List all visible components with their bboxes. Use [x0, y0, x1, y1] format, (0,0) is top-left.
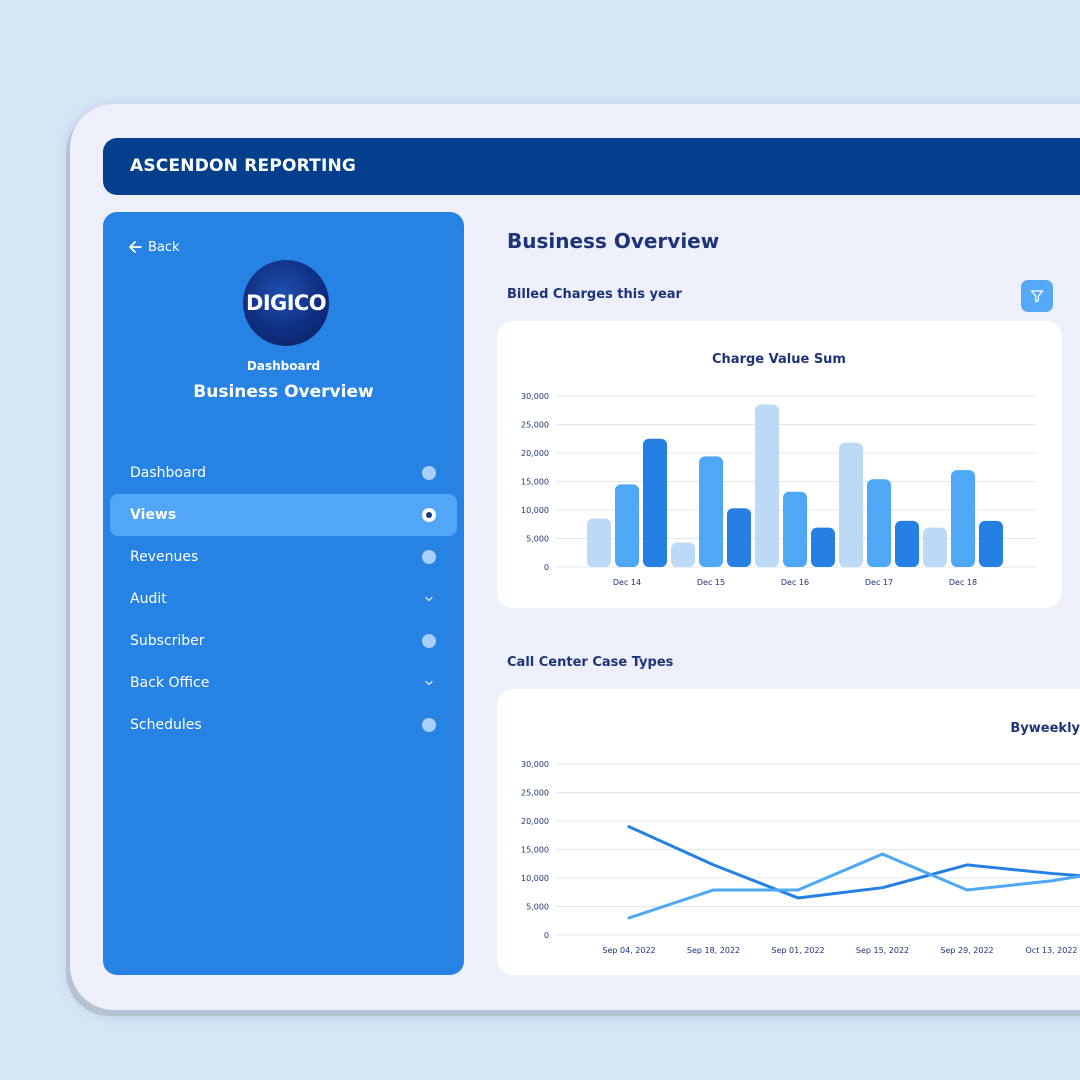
sidebar-item-revenues[interactable]: Revenues: [110, 536, 457, 578]
line-chart: Byweekly 0 5,000 10,000 15,000 20,000 25,000 30…: [521, 721, 1080, 955]
y-tick-label: 15,000: [521, 478, 549, 487]
x-tick-label: Dec 18: [949, 578, 977, 587]
sidebar-title: Business Overview: [193, 382, 374, 402]
bar: [895, 520, 919, 567]
sidebar-item-views[interactable]: Views: [110, 494, 457, 536]
filter-icon: [1030, 290, 1044, 303]
bar: [587, 518, 611, 567]
section-title-billed-charges: Billed Charges this year: [507, 287, 682, 302]
bar: [867, 479, 891, 567]
y-tick-label: 20,000: [521, 817, 549, 826]
bar: [979, 520, 1003, 567]
digico-logo: DIGICO: [243, 260, 329, 346]
bar-chart-card: Charge Value Sum 0 5,000 10,000 15,000 20,000…: [497, 321, 1062, 608]
sidebar-item-label: Audit: [130, 591, 167, 607]
x-tick-label: Dec 14: [613, 578, 641, 587]
line-chart-card: Byweekly 0 5,000 10,000 15,000 20,000 25,000 30…: [497, 689, 1080, 975]
bar: [951, 470, 975, 567]
bar: [727, 508, 751, 567]
chevron-down-icon: [425, 680, 433, 686]
status-dot-icon: [422, 466, 436, 480]
y-tick-label: 5,000: [526, 903, 549, 912]
top-header-bar: ASCENDON REPORTING: [103, 138, 1080, 195]
x-tick-label: Sep 15, 2022: [856, 946, 909, 955]
status-dot-icon: [422, 718, 436, 732]
bar: [783, 491, 807, 567]
status-dot-icon: [422, 634, 436, 648]
y-tick-label: 25,000: [521, 789, 549, 798]
x-tick-label: Sep 01, 2022: [771, 946, 824, 955]
x-tick-label: Sep 18, 2022: [687, 946, 740, 955]
status-dot-icon: [422, 550, 436, 564]
page-title: Business Overview: [507, 229, 720, 253]
sidebar-item-label: Back Office: [130, 675, 210, 691]
sidebar: Back DIGICO Dashboard Business Overview …: [103, 212, 464, 975]
x-tick-label: Dec 15: [697, 578, 725, 587]
bar: [811, 527, 835, 567]
filter-button[interactable]: [1021, 280, 1053, 312]
y-tick-label: 30,000: [521, 760, 549, 769]
app-title: ASCENDON REPORTING: [130, 156, 357, 176]
y-tick-label: 20,000: [521, 449, 549, 458]
back-label: Back: [148, 239, 180, 255]
x-tick-label: Sep 04, 2022: [602, 946, 655, 955]
bar: [671, 542, 695, 567]
bar: [755, 404, 779, 567]
y-tick-label: 0: [544, 563, 549, 572]
x-tick-label: Oct 13, 2022: [1026, 946, 1078, 955]
sidebar-item-label: Dashboard: [130, 465, 206, 481]
x-tick-label: Dec 17: [865, 578, 893, 587]
sidebar-item-label: Subscriber: [130, 633, 205, 649]
bar: [615, 484, 639, 567]
logo-text: DIGICO: [246, 291, 327, 315]
sidebar-item-label: Schedules: [130, 717, 202, 733]
bar: [699, 456, 723, 567]
series-line: [627, 825, 1080, 900]
x-tick-label: Dec 16: [781, 578, 809, 587]
bar: [923, 527, 947, 567]
arrow-left-icon: [129, 241, 142, 253]
chevron-down-icon: [425, 596, 433, 602]
y-tick-label: 0: [544, 931, 549, 940]
bar-chart: Charge Value Sum 0 5,000 10,000 15,000 20,000…: [521, 352, 1036, 587]
bar: [643, 438, 667, 567]
y-tick-label: 25,000: [521, 421, 549, 430]
chart-title: Charge Value Sum: [712, 352, 846, 367]
sidebar-item-audit[interactable]: Audit: [110, 578, 457, 620]
back-button[interactable]: Back: [128, 238, 180, 256]
sidebar-subtitle: Dashboard: [246, 359, 321, 373]
sidebar-item-label: Views: [130, 507, 177, 523]
section-title-call-center: Call Center Case Types: [507, 655, 674, 670]
y-tick-label: 30,000: [521, 392, 549, 401]
series-line: [627, 852, 1080, 920]
y-tick-label: 5,000: [526, 535, 549, 544]
sidebar-item-back-office[interactable]: Back Office: [110, 662, 457, 704]
sidebar-item-label: Revenues: [130, 549, 199, 565]
y-tick-label: 10,000: [521, 506, 549, 515]
sidebar-item-schedules[interactable]: Schedules: [110, 704, 457, 746]
sidebar-nav: Dashboard Views Revenues Audit Subscriber Bac…: [110, 452, 457, 746]
y-tick-label: 15,000: [521, 846, 549, 855]
x-tick-label: Sep 29, 2022: [940, 946, 993, 955]
sidebar-item-dashboard[interactable]: Dashboard: [110, 452, 457, 494]
sidebar-item-subscriber[interactable]: Subscriber: [110, 620, 457, 662]
y-tick-label: 10,000: [521, 874, 549, 883]
bar: [839, 442, 863, 567]
radio-selected-icon: [422, 508, 436, 522]
chart-title: Byweekly: [1010, 721, 1080, 736]
